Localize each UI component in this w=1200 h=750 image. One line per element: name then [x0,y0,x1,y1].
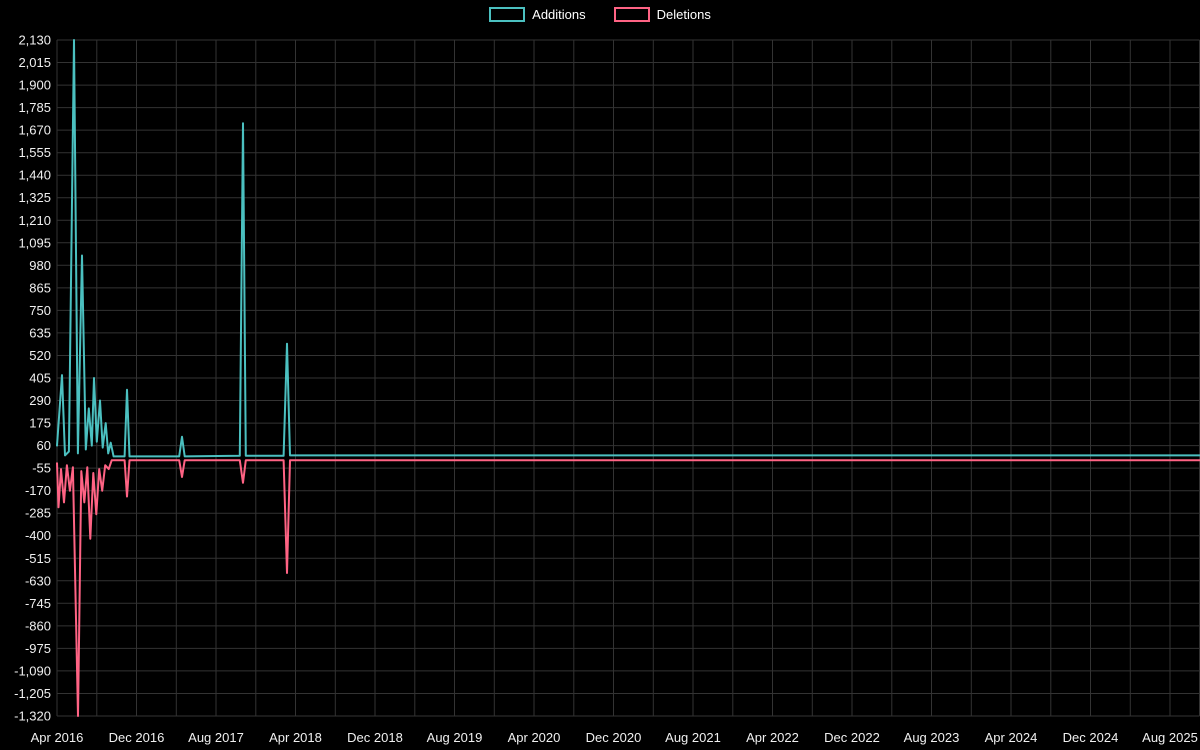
y-tick-label: 1,785 [18,100,51,115]
y-tick-label: -170 [25,483,51,498]
y-tick-label: 520 [29,348,51,363]
y-tick-label: 2,015 [18,55,51,70]
x-tick-label: Dec 2016 [109,730,165,745]
y-tick-label: -975 [25,641,51,656]
y-tick-label: 175 [29,416,51,431]
y-tick-label: -1,320 [14,709,51,724]
y-tick-label: 980 [29,258,51,273]
y-tick-label: -1,205 [14,686,51,701]
y-tick-label: 635 [29,325,51,340]
y-tick-label: -860 [25,618,51,633]
x-tick-label: Aug 2025 [1142,730,1198,745]
y-tick-label: -285 [25,506,51,521]
additions-swatch-icon [489,7,526,22]
y-tick-label: 2,130 [18,33,51,48]
x-tick-label: Dec 2018 [347,730,403,745]
legend-label-additions: Additions [532,7,586,22]
legend-item-additions[interactable]: Additions [489,7,586,22]
y-tick-label: 865 [29,280,51,295]
additions-line [56,39,1200,458]
x-tick-label: Aug 2019 [427,730,483,745]
x-tick-label: Apr 2018 [269,730,322,745]
x-tick-label: Apr 2020 [508,730,561,745]
x-tick-label: Dec 2024 [1063,730,1119,745]
x-tick-label: Aug 2021 [665,730,721,745]
x-tick-label: Aug 2017 [188,730,244,745]
y-tick-label: -55 [32,461,51,476]
y-tick-label: 1,555 [18,145,51,160]
x-tick-label: Dec 2020 [586,730,642,745]
x-tick-label: Aug 2023 [904,730,960,745]
y-tick-label: -400 [25,528,51,543]
y-tick-label: 1,900 [18,78,51,93]
x-tick-label: Apr 2022 [746,730,799,745]
y-tick-label: -630 [25,573,51,588]
y-tick-label: -745 [25,596,51,611]
x-tick-label: Apr 2024 [985,730,1038,745]
x-tick-label: Apr 2016 [31,730,84,745]
y-tick-label: 1,440 [18,168,51,183]
y-tick-label: 750 [29,303,51,318]
chart-legend: Additions Deletions [0,7,1200,22]
deletions-swatch-icon [613,7,650,22]
y-tick-label: -515 [25,551,51,566]
y-tick-label: 1,670 [18,123,51,138]
y-tick-label: -1,090 [14,663,51,678]
legend-label-deletions: Deletions [656,7,711,22]
y-tick-label: 1,325 [18,190,51,205]
y-tick-label: 1,095 [18,235,51,250]
y-tick-label: 405 [29,371,51,386]
y-tick-label: 60 [37,438,51,453]
deletions-line [56,459,1200,717]
y-tick-label: 1,210 [18,213,51,228]
x-tick-label: Dec 2022 [824,730,880,745]
legend-item-deletions[interactable]: Deletions [613,7,711,22]
y-tick-label: 290 [29,393,51,408]
